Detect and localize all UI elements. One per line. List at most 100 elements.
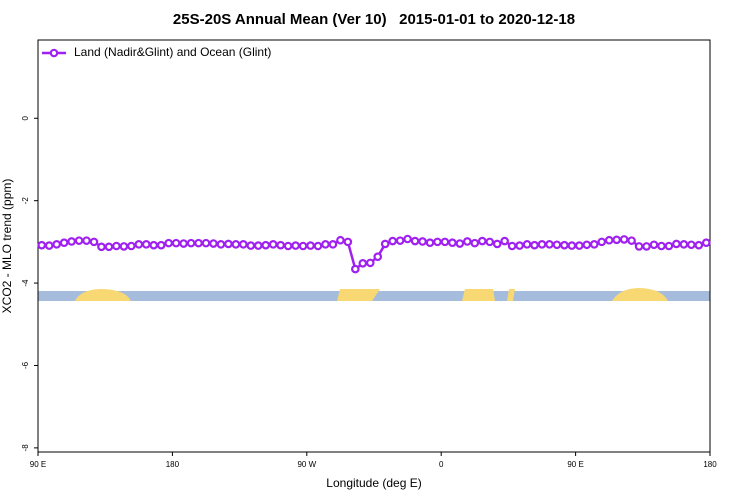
data-point [642, 242, 651, 251]
x-tick-label: 90 E [567, 460, 583, 469]
data-point [619, 235, 629, 244]
legend-label: Land (Nadir&Glint) and Ocean (Glint) [74, 45, 271, 59]
data-point [343, 237, 353, 247]
data-point [418, 237, 427, 246]
data-point [410, 236, 420, 246]
data-point [612, 235, 621, 245]
data-point [433, 237, 442, 247]
data-point [44, 241, 54, 250]
data-point [268, 240, 278, 249]
data-point [373, 252, 383, 262]
data-point [306, 241, 315, 250]
data-point [119, 242, 129, 251]
data-point [507, 241, 517, 251]
x-tick-label: 180 [166, 460, 180, 469]
data-point [127, 241, 136, 251]
data-point [194, 238, 203, 248]
data-point [134, 240, 144, 249]
data-point [687, 240, 696, 250]
data-point [552, 240, 562, 250]
data-point [455, 239, 465, 248]
data-point [59, 238, 69, 248]
data-point [37, 240, 47, 250]
data-point [679, 240, 689, 249]
data-point [261, 240, 271, 250]
data-point [239, 240, 248, 249]
y-tick-label: -6 [21, 361, 30, 369]
data-point [89, 237, 99, 247]
data-point [104, 242, 114, 252]
land-ocean-map [38, 288, 710, 301]
data-point [470, 238, 480, 248]
data-point [112, 241, 121, 251]
data-point [365, 258, 375, 268]
data-point [627, 236, 636, 245]
data-point [395, 236, 405, 245]
data-point [485, 237, 495, 247]
data-point [515, 241, 524, 250]
y-tick-label: -8 [21, 444, 30, 452]
y-axis-label: XCO2 - MLO trend (ppm) [0, 179, 14, 314]
y-tick-label: 0 [21, 116, 30, 121]
data-point [440, 237, 450, 247]
data-point [403, 234, 412, 244]
data-point [224, 239, 233, 249]
data-point [380, 239, 390, 249]
data-point [463, 237, 472, 246]
data-point [313, 241, 323, 251]
x-tick-label: 0 [439, 460, 444, 469]
data-point [283, 241, 293, 251]
data-point [425, 238, 435, 248]
data-point [186, 238, 196, 248]
data-point [560, 240, 569, 250]
data-point [589, 240, 599, 249]
data-point [530, 240, 539, 250]
data-point [171, 238, 181, 248]
data-point [141, 240, 151, 249]
y-tick-label: -2 [21, 197, 30, 205]
data-point [276, 240, 285, 250]
data-point [201, 238, 211, 248]
data-point [97, 242, 106, 252]
data-point [82, 236, 91, 245]
data-point [664, 241, 674, 251]
data-point [231, 240, 241, 249]
data-point [604, 235, 614, 245]
data-point [672, 239, 681, 249]
data-point [291, 241, 300, 250]
data-point [522, 240, 532, 249]
data-point [477, 236, 487, 246]
data-point [567, 241, 577, 250]
data-point [545, 240, 554, 249]
data-point [701, 238, 711, 248]
data-point [164, 238, 173, 248]
chart-title: 25S-20S Annual Mean (Ver 10) 2015-01-01 … [173, 11, 575, 28]
data-point [209, 239, 218, 248]
data-point [358, 259, 368, 268]
data-point [448, 238, 457, 248]
data-point [351, 264, 360, 274]
data-point [597, 237, 607, 247]
data-point [582, 240, 592, 250]
data-point [52, 240, 61, 249]
data-point [336, 235, 345, 245]
data-point [321, 240, 330, 249]
data-point [253, 241, 263, 250]
data-point [694, 240, 704, 250]
x-tick-label: 90 W [297, 460, 316, 469]
y-tick-label: -4 [21, 279, 30, 287]
data-point [634, 242, 644, 251]
data-point [246, 241, 256, 250]
legend-marker [49, 48, 59, 58]
data-point [657, 241, 666, 251]
data-point [649, 240, 659, 250]
data-point [500, 236, 509, 246]
data-point [575, 241, 584, 250]
data-point [216, 240, 226, 249]
data-point [298, 241, 308, 251]
x-axis-label: Longitude (deg E) [326, 476, 421, 490]
data-point [492, 239, 502, 249]
data-point [537, 240, 547, 249]
data-point [328, 240, 338, 249]
data-point [67, 237, 76, 246]
